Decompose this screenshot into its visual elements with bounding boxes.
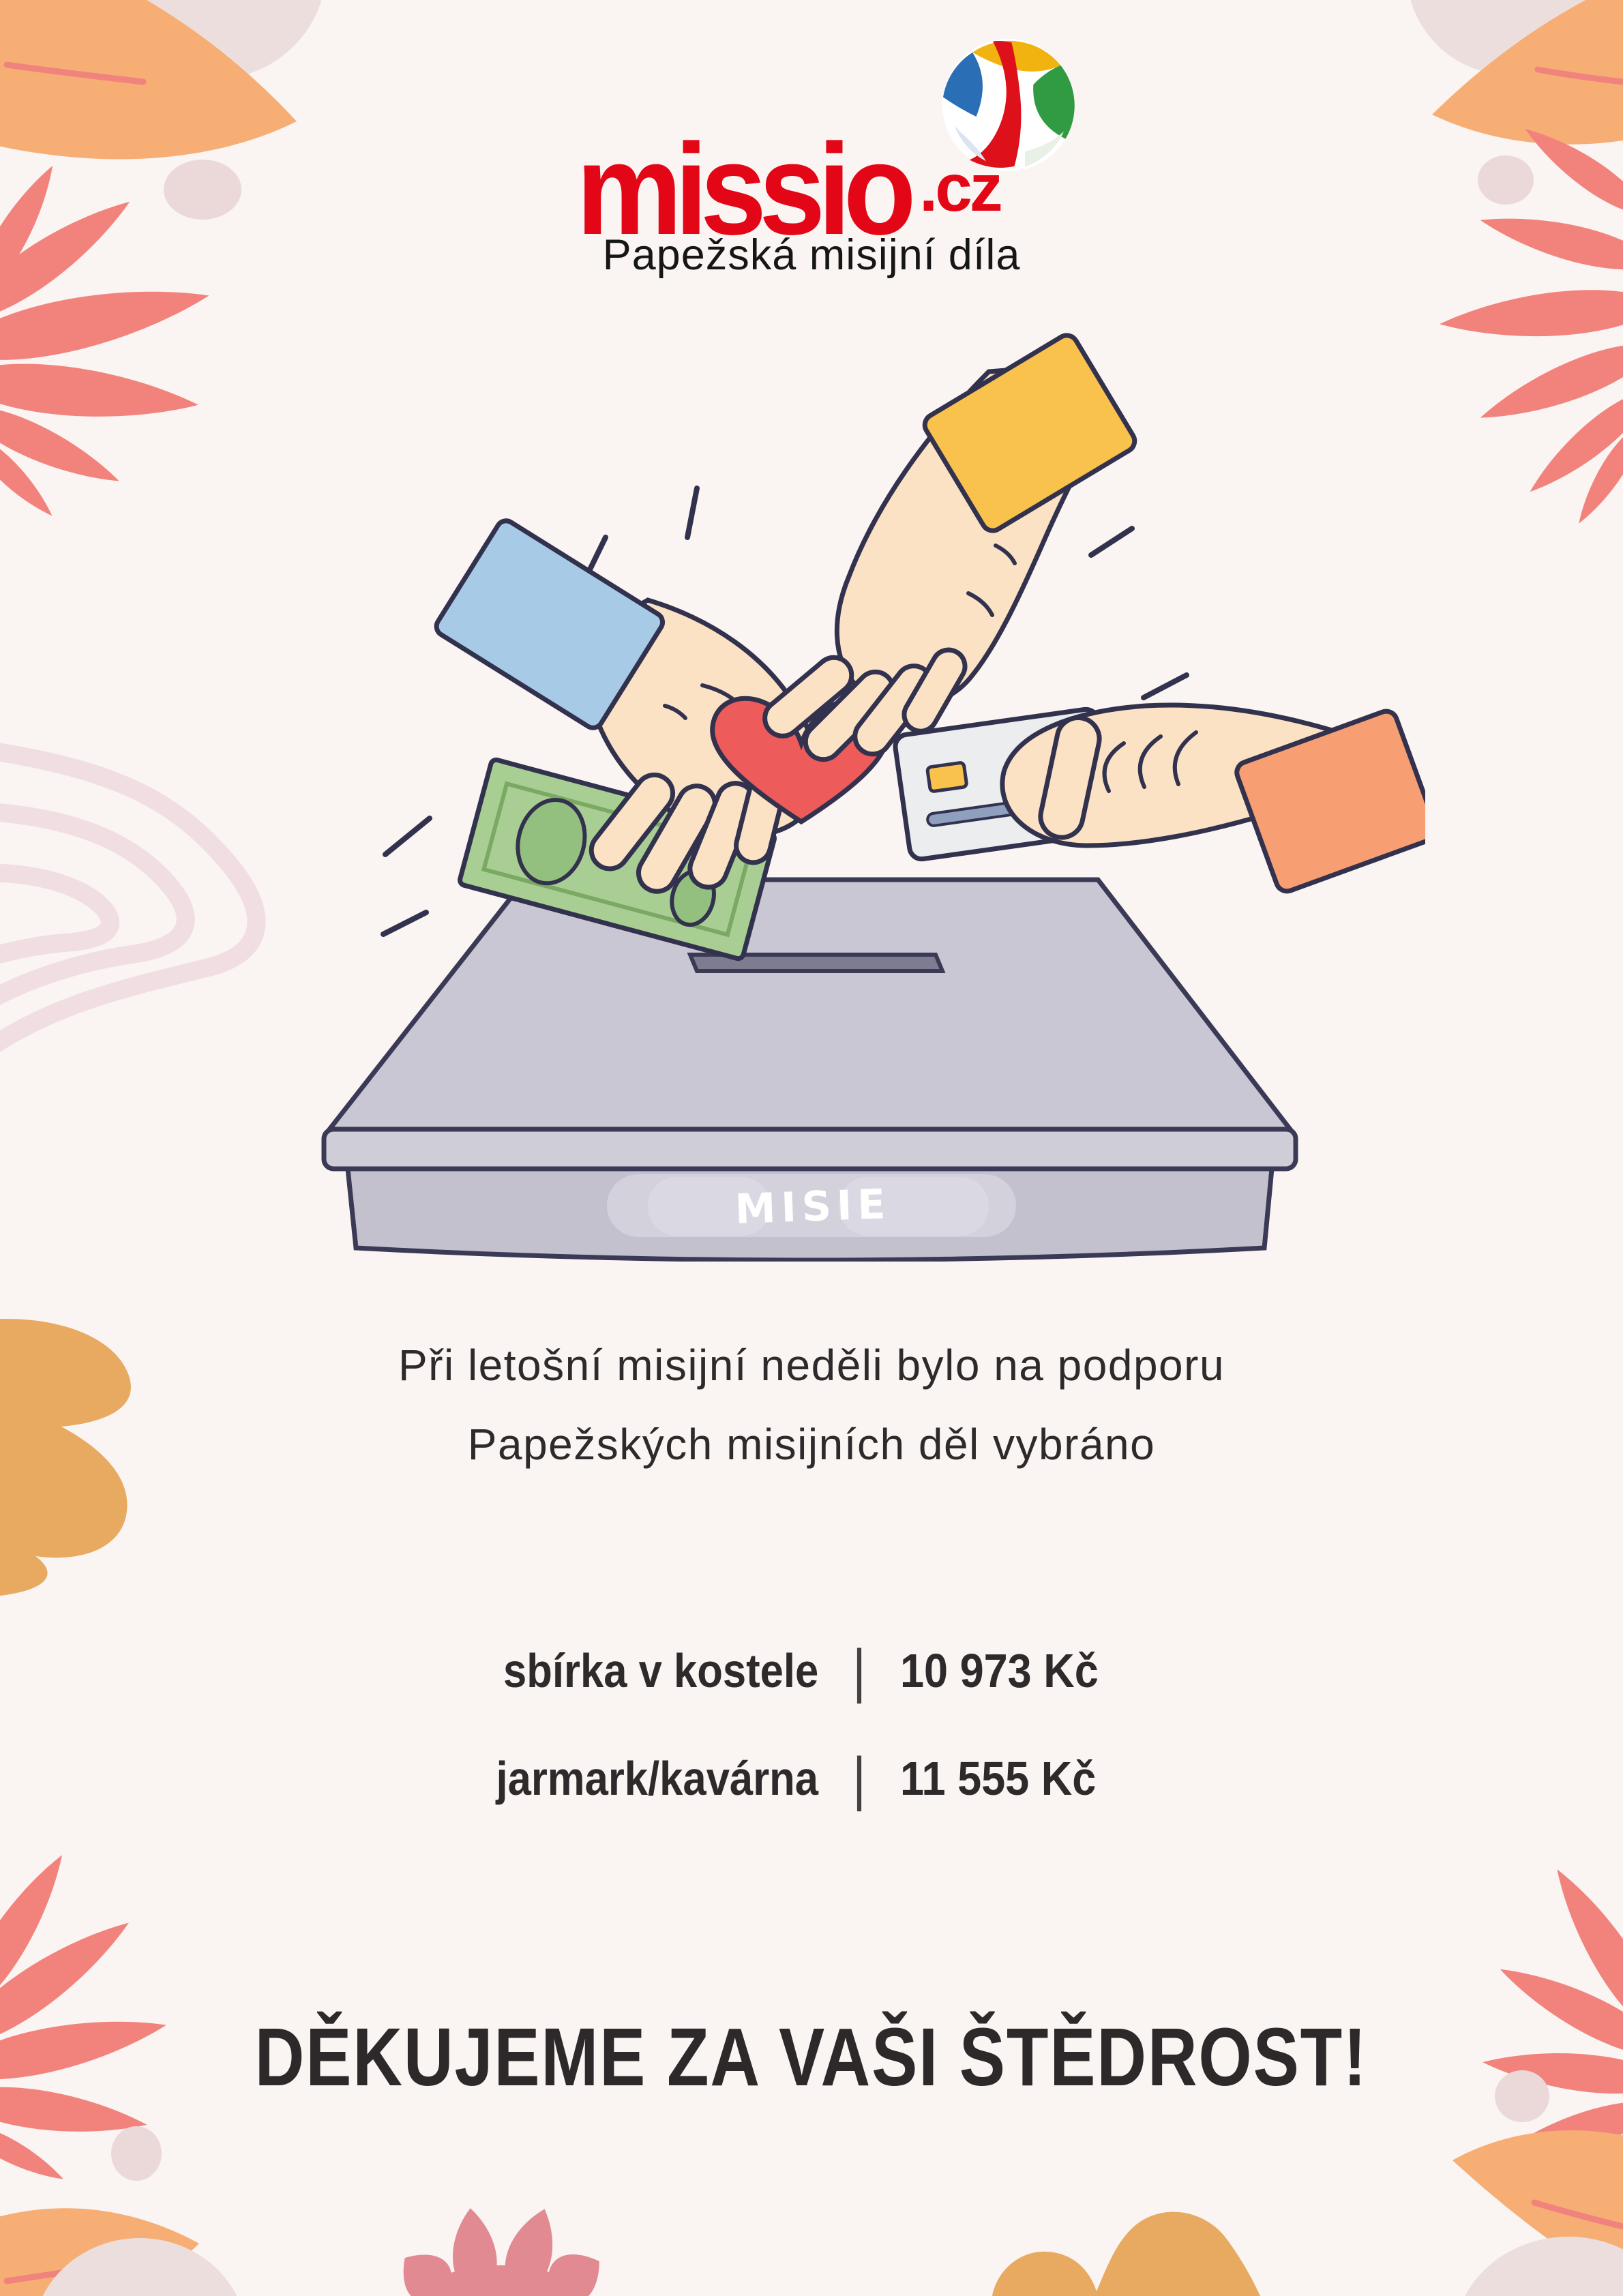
donation-box-lip [321,1127,1298,1172]
decor-left-squiggle-icon [0,743,266,1052]
donation-box-label: MISIE [607,1174,1016,1237]
sleeve-orange [1234,709,1425,894]
decor-top-right-palm-icon [1438,117,1623,530]
hand-with-banknote [434,518,821,894]
thanks-headline: DĚKUJEME ZA VAŠI ŠTĚDROST! [255,2011,1368,2103]
decor-bottom-right-palm-icon [1480,1859,1623,2164]
logo-wordmark: missio [576,117,917,262]
logo-domain-suffix: .cz [919,150,1003,225]
decor-bottom-mustard-blob [992,2211,1260,2296]
decor-bottom-flower-icon [388,2202,612,2296]
decor-bottom-left-dot [111,2126,162,2181]
hand-with-card [1000,702,1425,894]
logo-tagline: Papežská misijní díla [602,231,1021,279]
decor-top-right-dot [1478,155,1534,205]
decor-top-right-circle [1410,0,1611,75]
donation-box-body [345,1166,1275,1262]
hand-with-heart [762,333,1137,762]
sparkle-dashes-icon [381,486,1189,1257]
payment-card-icon [893,706,1115,862]
sleeve-yellow [922,333,1137,533]
missio-globe-icon [942,39,1075,171]
row-amount: 10 973 Kč [900,1644,1099,1697]
result-row-fair-cafe: jarmark/kavárna | 11 555 Kč [102,1741,1521,1816]
decor-top-left-circle [101,0,322,80]
row-divider: | [852,1637,866,1704]
row-divider: | [852,1745,866,1812]
collection-results: sbírka v kostele | 10 973 Kč jarmark/kav… [102,1633,1521,1849]
decor-top-left-dot [164,160,241,220]
decor-top-left-palm-icon [0,158,215,524]
intro-line-1: Při letošní misijní neděli bylo na podpo… [398,1341,1225,1390]
heart-icon [710,696,891,825]
row-label: sbírka v kostele [503,1644,818,1697]
decor-bottom-left-circle [42,2238,237,2296]
sleeve-blue [434,518,666,730]
donation-box-slot [687,953,946,973]
donation-box-top [322,877,1298,1135]
donation-box [321,877,1298,1262]
decor-top-left-orange-leaf-icon [0,0,297,160]
decor-bottom-left-orange-leaf-icon [0,2208,199,2296]
row-amount: 11 555 Kč [900,1752,1097,1805]
decor-top-right-orange-leaf-icon [1432,0,1623,145]
result-row-church-collection: sbírka v kostele | 10 973 Kč [102,1633,1521,1708]
donation-illustration: MISIE [321,333,1425,1262]
box-label-text: MISIE [734,1180,892,1234]
thanks-headline-wrap: DĚKUJEME ZA VAŠI ŠTĚDROST! [0,2011,1623,2103]
card-chip [925,761,968,793]
decor-bottom-right-orange-leaf-icon [1453,2130,1623,2289]
intro-line-2: Papežských misijních děl vybráno [467,1420,1156,1469]
row-label: jarmark/kavárna [496,1752,818,1805]
banknote-icon [458,757,777,961]
intro-paragraph: Při letošní misijní neděli bylo na podpo… [0,1326,1623,1484]
decor-bottom-right-circle [1465,2237,1623,2296]
card-stripe [926,796,1049,827]
